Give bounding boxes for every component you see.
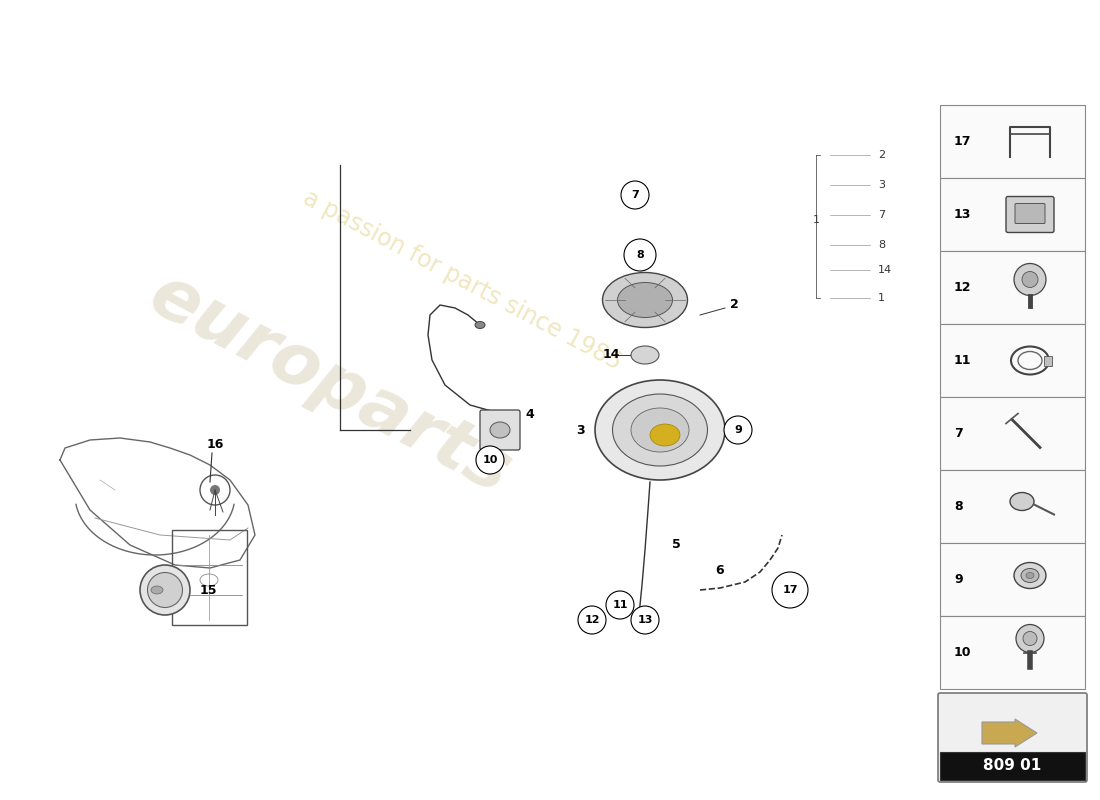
Text: 10: 10 [482, 455, 497, 465]
Bar [940, 178, 1085, 251]
FancyBboxPatch shape [938, 693, 1087, 782]
Ellipse shape [1010, 493, 1034, 510]
Ellipse shape [1021, 569, 1040, 582]
FancyBboxPatch shape [480, 410, 520, 450]
Circle shape [1022, 271, 1038, 287]
Text: 6: 6 [716, 563, 724, 577]
Text: 7: 7 [954, 427, 962, 440]
Text: 17: 17 [782, 585, 797, 595]
Circle shape [606, 591, 634, 619]
Text: europarts: europarts [138, 260, 522, 508]
Ellipse shape [631, 408, 689, 452]
Ellipse shape [632, 622, 644, 629]
Bar [940, 397, 1085, 470]
Ellipse shape [1014, 562, 1046, 589]
Ellipse shape [617, 282, 672, 318]
Text: a passion for parts since 1985: a passion for parts since 1985 [299, 186, 625, 374]
Bar [940, 616, 1085, 689]
Text: 8: 8 [954, 500, 962, 513]
Text: 13: 13 [637, 615, 652, 625]
Text: 13: 13 [954, 208, 971, 221]
Ellipse shape [613, 394, 707, 466]
Text: 2: 2 [878, 150, 886, 160]
Ellipse shape [631, 346, 659, 364]
Text: 8: 8 [878, 240, 886, 250]
Text: 14: 14 [603, 349, 620, 362]
Text: 3: 3 [576, 423, 585, 437]
Text: 9: 9 [954, 573, 962, 586]
Ellipse shape [140, 565, 190, 615]
Text: 10: 10 [954, 646, 971, 659]
Bar [172, 530, 248, 625]
FancyArrow shape [982, 719, 1037, 747]
Ellipse shape [147, 573, 183, 607]
Text: 11: 11 [954, 354, 971, 367]
Text: 2: 2 [730, 298, 739, 311]
FancyBboxPatch shape [1015, 203, 1045, 223]
FancyBboxPatch shape [1006, 197, 1054, 233]
Bar [940, 543, 1085, 616]
Ellipse shape [603, 273, 688, 327]
Circle shape [631, 606, 659, 634]
Ellipse shape [151, 586, 163, 594]
Circle shape [210, 485, 220, 495]
Bar [940, 324, 1085, 397]
Text: 17: 17 [954, 135, 971, 148]
Text: 15: 15 [200, 583, 218, 597]
Ellipse shape [1026, 573, 1034, 578]
Circle shape [476, 446, 504, 474]
Bar [940, 752, 1085, 780]
Text: 8: 8 [636, 250, 644, 260]
Circle shape [1014, 263, 1046, 295]
Text: 11: 11 [613, 600, 628, 610]
Text: 1: 1 [813, 215, 820, 225]
Text: 7: 7 [631, 190, 639, 200]
Bar [940, 105, 1085, 178]
Circle shape [1023, 631, 1037, 646]
Ellipse shape [475, 322, 485, 329]
Text: 12: 12 [584, 615, 600, 625]
Text: 12: 12 [954, 281, 971, 294]
Text: 1: 1 [878, 293, 886, 303]
Ellipse shape [490, 422, 510, 438]
Text: 9: 9 [734, 425, 741, 435]
Circle shape [578, 606, 606, 634]
Circle shape [624, 239, 656, 271]
Circle shape [1016, 625, 1044, 653]
Circle shape [772, 572, 808, 608]
Text: 3: 3 [878, 180, 886, 190]
Ellipse shape [595, 380, 725, 480]
Text: 14: 14 [878, 265, 892, 275]
Bar [940, 470, 1085, 543]
Text: 4: 4 [525, 409, 533, 422]
Circle shape [724, 416, 752, 444]
Text: 809 01: 809 01 [983, 758, 1042, 774]
Bar [940, 251, 1085, 324]
Bar [1044, 355, 1052, 366]
Circle shape [621, 181, 649, 209]
Ellipse shape [650, 424, 680, 446]
Text: 5: 5 [672, 538, 681, 551]
Text: 7: 7 [878, 210, 886, 220]
Text: 16: 16 [207, 438, 223, 451]
